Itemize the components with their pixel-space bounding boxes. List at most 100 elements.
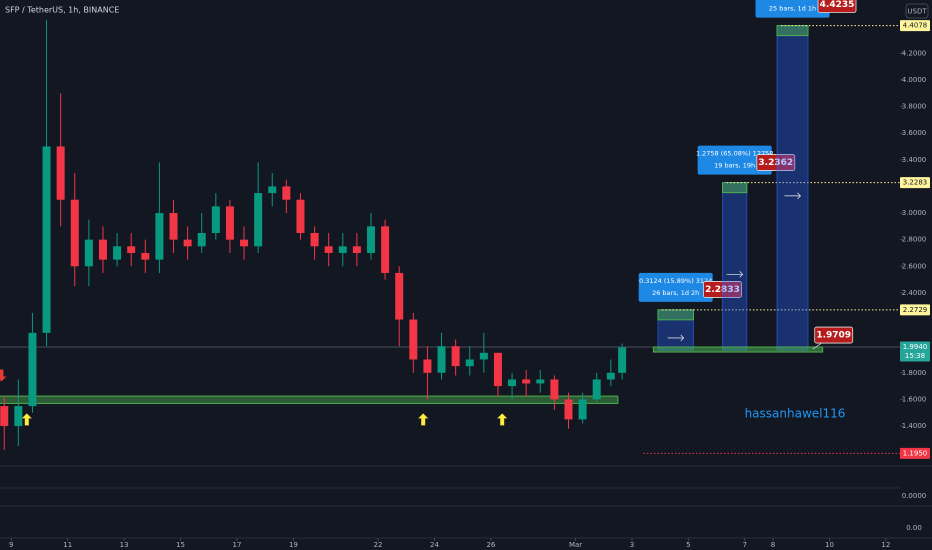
last-price-tag — [900, 341, 930, 362]
candle-body — [14, 406, 23, 427]
candle-body — [465, 359, 474, 367]
support-zone — [0, 395, 619, 404]
candle-body — [98, 239, 107, 260]
measure-bars: 25 bars, 1d 1h — [769, 5, 816, 13]
x-tick-label: 17 — [233, 541, 242, 549]
y-tick-label: 3.6000 — [902, 129, 927, 137]
candle-body — [395, 272, 404, 320]
candle-body — [70, 199, 79, 267]
pane-label: 0.00 — [906, 524, 922, 532]
y-tick-label: 3.4000 — [902, 156, 927, 164]
x-tick-label: 7 — [743, 541, 747, 549]
measure-stats: 2.4422 (124.24%) 24422 — [752, 0, 834, 1]
y-tick-label: 1.4000 — [902, 422, 927, 430]
y-tick-label: 1.8000 — [902, 369, 927, 377]
candle-body — [479, 352, 488, 360]
measure-arrow — [726, 271, 744, 278]
candle-body — [437, 346, 446, 373]
measure-bars: 19 bars, 19h — [714, 162, 755, 170]
candle-body — [493, 352, 502, 387]
candle-body — [141, 252, 150, 260]
candle-body — [211, 206, 220, 233]
measure-stats: 1.2758 (65.08%) 12758 — [696, 150, 773, 158]
price-tag-label: 4.4078 — [903, 22, 928, 30]
price-tag — [900, 177, 930, 189]
x-tick-label: 24 — [430, 541, 439, 549]
measure-stats-box — [697, 145, 772, 175]
x-tick-label: 12 — [881, 541, 890, 549]
x-tick-label: 11 — [63, 541, 72, 549]
candle-body — [606, 372, 615, 380]
x-tick-label: 9 — [9, 541, 13, 549]
x-tick-label: 5 — [686, 541, 690, 549]
measure-top — [776, 25, 809, 37]
candle-body — [508, 379, 517, 387]
measure-arrow — [667, 334, 685, 342]
measure-bars: 26 bars, 1d 2h — [652, 289, 699, 297]
currency[interactable]: USDT — [907, 8, 927, 16]
arrow-marker — [418, 413, 429, 426]
y-tick-label: 3.8000 — [902, 103, 927, 111]
candle-body — [352, 246, 361, 253]
candle-body — [254, 193, 263, 247]
x-tick-label: 13 — [120, 541, 129, 549]
measure-stats-box — [638, 272, 713, 302]
x-tick-label: Mar — [569, 541, 582, 549]
candle-body — [296, 199, 305, 233]
countdown: 15:38 — [905, 352, 925, 360]
measure-stats-box — [755, 0, 830, 18]
candle-body — [592, 379, 601, 400]
candle-body — [367, 226, 376, 253]
chart-title: SFP / TetherUS, 1h, BINANCE — [5, 6, 119, 15]
candle-body — [381, 226, 390, 273]
candle-body — [28, 332, 37, 407]
watermark: hassanhawel116 — [745, 407, 846, 421]
candle-body — [324, 246, 333, 253]
candle-body — [282, 186, 291, 200]
x-tick-label: 26 — [486, 541, 495, 549]
price-tag-label: 1.1950 — [903, 449, 928, 457]
x-tick-label: 19 — [289, 541, 298, 549]
price-tag-label: 3.2283 — [903, 179, 928, 187]
candle-body — [225, 206, 234, 240]
arrow-marker — [497, 413, 508, 426]
y-tick-label: 4.2000 — [902, 49, 927, 57]
x-tick-label: 15 — [176, 541, 185, 549]
measure-top — [722, 182, 748, 194]
x-tick-label: 3 — [630, 541, 634, 549]
price-tag — [900, 447, 930, 459]
y-tick-label: 1.6000 — [902, 395, 927, 403]
candle-body — [310, 233, 319, 247]
candle-body — [564, 399, 573, 420]
price-label-box — [817, 0, 857, 13]
measure-arrow — [784, 192, 802, 200]
x-tick-label: 8 — [771, 541, 775, 549]
price-tag-label: 2.2729 — [903, 306, 928, 314]
price-label: 3.2362 — [758, 158, 793, 168]
entry-bar — [652, 346, 824, 353]
y-tick-label: 2.6000 — [902, 262, 927, 270]
candle-body — [155, 213, 164, 260]
pane-label: 0.0000 — [902, 492, 927, 500]
y-tick-label: 2.4000 — [902, 289, 927, 297]
candle-body — [84, 239, 93, 267]
price-tag — [900, 20, 930, 32]
price-tag — [900, 304, 930, 316]
entry-label: 1.9709 — [816, 331, 851, 341]
candle-body — [522, 379, 531, 384]
measure-stats: 0.3124 (15.89%) 3124 — [639, 277, 712, 285]
candle-body — [578, 399, 587, 420]
measure-box — [722, 182, 748, 351]
candle-body — [42, 146, 51, 333]
currency-box[interactable] — [905, 3, 929, 19]
candle-body — [423, 359, 432, 373]
measure-box — [776, 25, 809, 351]
entry-label-box — [814, 326, 854, 344]
candle-body — [550, 379, 559, 400]
arrow-marker — [21, 413, 32, 426]
candle-body — [183, 239, 192, 247]
candle-body — [338, 246, 347, 253]
y-tick-label: 3.0000 — [902, 209, 927, 217]
arrow-marker — [0, 369, 7, 382]
